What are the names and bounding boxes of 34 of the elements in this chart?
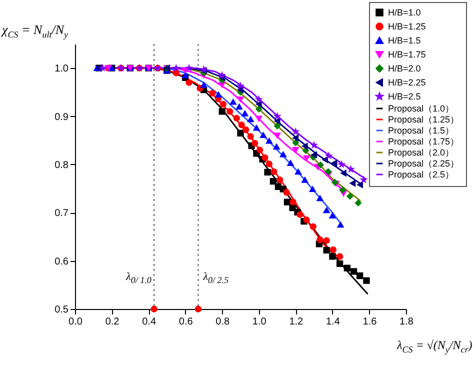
x-tick-label: 0.4 — [142, 316, 156, 328]
ref-line-label: λ$_{0/ 1.0}$ — [126, 271, 152, 286]
x-tick-label: 1.2 — [289, 316, 304, 328]
legend-label: Proposal（2.5） — [388, 170, 454, 180]
y-tick-label: 0.5 — [54, 304, 69, 316]
legend-label: Proposal（1.5） — [388, 126, 454, 136]
legend-label: Proposal（1.25） — [388, 114, 460, 124]
x-tick-label: 1.6 — [362, 316, 378, 328]
legend-label: Proposal（1.0） — [388, 104, 454, 114]
x-tick-label: 0.0 — [68, 316, 83, 328]
ref-line-label: λ$_{0/ 2.5}$ — [203, 271, 228, 286]
y-tick-label: 0.8 — [54, 160, 69, 171]
x-tick-label: 0.6 — [178, 316, 194, 328]
legend-label: H/B=2.0 — [388, 64, 421, 74]
legend-label: Proposal（2.25） — [388, 158, 460, 168]
legend-label: H/B=1.5 — [388, 36, 421, 46]
y-tick-label: 0.6 — [54, 256, 69, 268]
y-tick-label: 1.0 — [54, 64, 69, 75]
legend-label: Proposal（2.0） — [388, 148, 454, 158]
legend-label: Proposal（1.75） — [388, 136, 460, 146]
x-tick-label: 0.2 — [105, 316, 120, 328]
legend-label: H/B=2.5 — [388, 92, 421, 102]
legend-label: H/B=1.75 — [388, 50, 426, 60]
legend-label: H/B=2.25 — [388, 78, 426, 88]
x-tick-label: 1.0 — [252, 316, 267, 328]
y-tick-label: 0.7 — [54, 208, 69, 220]
x-tick-label: 0.8 — [216, 316, 230, 328]
legend-label: H/B=1.25 — [388, 22, 426, 32]
y-tick-label: 0.9 — [54, 112, 69, 123]
x-tick-label: 1.4 — [326, 316, 340, 328]
legend-label: H/B=1.0 — [388, 8, 421, 18]
x-axis-title: λ$_{CS}$ = √(N$_{y}$/N$_{cr}$) — [397, 338, 472, 354]
x-tick-label: 1.8 — [400, 316, 414, 328]
y-axis-title: χ$_{CS}$ = N$_{ult}$/N$_{y}$ — [2, 22, 68, 40]
